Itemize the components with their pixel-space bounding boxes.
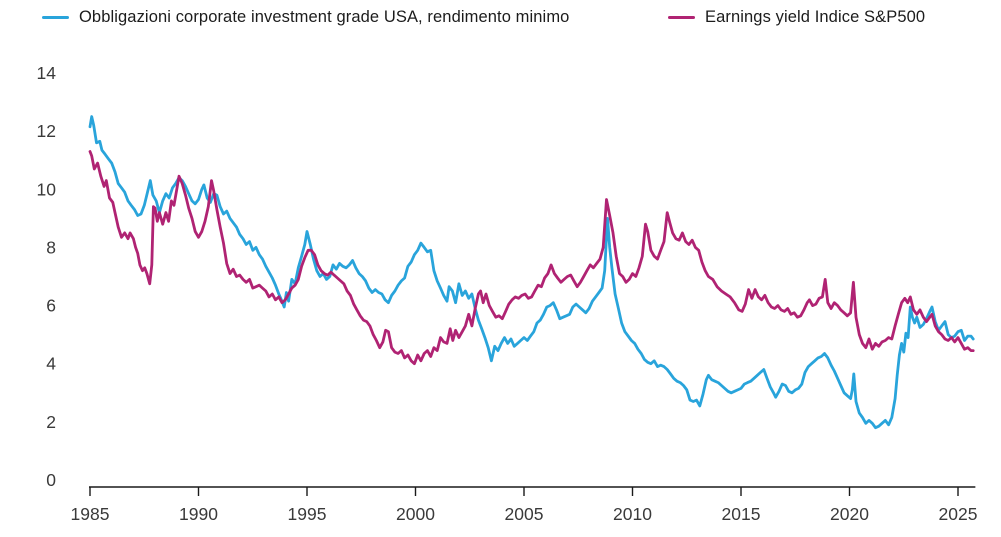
y-axis-tick-label: 6	[46, 296, 56, 316]
x-axis-tick-label: 2010	[613, 504, 652, 524]
legend-label-corporate-bonds: Obbligazioni corporate investment grade …	[79, 8, 570, 26]
y-axis-tick-label: 2	[46, 412, 56, 432]
y-axis-tick-label: 8	[46, 237, 56, 257]
series-line-corporate-bonds	[88, 115, 975, 430]
x-axis-tick-label: 2000	[396, 504, 435, 524]
legend-label-earnings-yield: Earnings yield Indice S&P500	[705, 8, 926, 26]
series-line-earnings-yield	[88, 150, 975, 366]
blue-line-swatch-icon	[42, 15, 69, 20]
chart-legend: Obbligazioni corporate investment grade …	[0, 8, 1001, 30]
x-axis-tick-label: 1990	[179, 504, 218, 524]
y-axis-tick-label: 14	[37, 63, 57, 83]
x-axis-tick-label: 2015	[722, 504, 761, 524]
x-axis-tick-label: 2025	[939, 504, 978, 524]
x-axis-tick-label: 2020	[830, 504, 869, 524]
x-axis-tick-label: 1985	[71, 504, 110, 524]
y-axis-tick-label: 10	[37, 179, 57, 199]
legend-item-corporate-bonds: Obbligazioni corporate investment grade …	[42, 8, 569, 27]
x-axis-tick-label: 1995	[288, 504, 327, 524]
y-axis-tick-label: 0	[46, 470, 56, 490]
magenta-line-swatch-icon	[668, 15, 695, 20]
x-axis-tick-label: 2005	[505, 504, 544, 524]
legend-item-earnings-yield: Earnings yield Indice S&P500	[668, 8, 925, 27]
y-axis-tick-label: 4	[46, 354, 56, 374]
y-axis-tick-label: 12	[37, 121, 56, 141]
